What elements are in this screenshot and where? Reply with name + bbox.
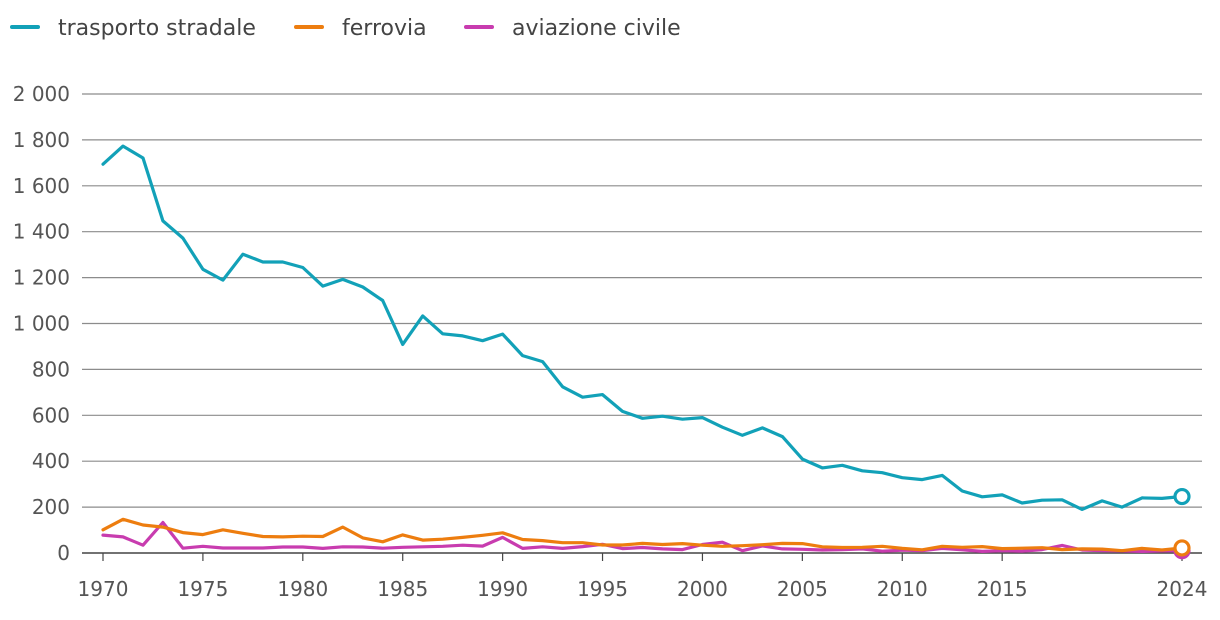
series-line-trasporto-stradale: [101, 144, 1184, 511]
x-tick-label: 1995: [577, 577, 628, 601]
series-line-ferrovia: [101, 517, 1184, 553]
chart-gridlines: [82, 93, 1202, 554]
legend-item-trasporto-stradale: trasporto stradale: [10, 16, 256, 41]
legend-item-aviazione-civile: aviazione civile: [464, 16, 681, 41]
series-ferrovia: [101, 517, 1191, 557]
y-tick-label: 2 000: [13, 82, 70, 106]
last-point-marker-ferrovia: [1173, 539, 1191, 557]
x-tick-label: 1990: [477, 577, 528, 601]
x-tick-label: 1975: [177, 577, 228, 601]
legend-item-ferrovia: ferrovia: [294, 16, 427, 41]
legend-label: aviazione civile: [512, 16, 681, 41]
x-tick-label: 2005: [777, 577, 828, 601]
y-tick-label: 600: [32, 403, 70, 427]
series-trasporto-stradale: [101, 144, 1191, 511]
legend-label: trasporto stradale: [58, 16, 256, 41]
x-tick-label: 2010: [877, 577, 928, 601]
x-axis: 1970 1975 1980 1985 1990 1995 2000 2005 2010 2015…: [78, 553, 1208, 601]
x-tick-label: 2024: [1157, 577, 1208, 601]
y-tick-label: 800: [32, 357, 70, 381]
y-tick-label: 200: [32, 495, 70, 519]
chart-legend: trasporto stradale ferrovia aviazione civi…: [10, 16, 681, 41]
series-layer: [101, 144, 1191, 560]
x-tick-label: 1980: [277, 577, 328, 601]
legend-label: ferrovia: [342, 16, 427, 41]
x-tick-label: 1985: [377, 577, 428, 601]
y-tick-label: 400: [32, 449, 70, 473]
y-axis: 0 200 400 600 800 1 000 1 200 1 400 1 600 1 800 2 …: [13, 82, 70, 565]
series-line-aviazione-civile: [101, 520, 1184, 554]
y-tick-label: 1 400: [13, 220, 70, 244]
x-tick-label: 2015: [977, 577, 1028, 601]
y-tick-label: 1 600: [13, 174, 70, 198]
y-tick-label: 1 800: [13, 128, 70, 152]
y-tick-label: 0: [57, 541, 70, 565]
x-tick-label: 1970: [78, 577, 129, 601]
last-point-marker-trasporto-stradale: [1173, 487, 1191, 506]
y-tick-label: 1 200: [13, 266, 70, 290]
y-tick-label: 1 000: [13, 312, 70, 336]
x-tick-label: 2000: [677, 577, 728, 601]
